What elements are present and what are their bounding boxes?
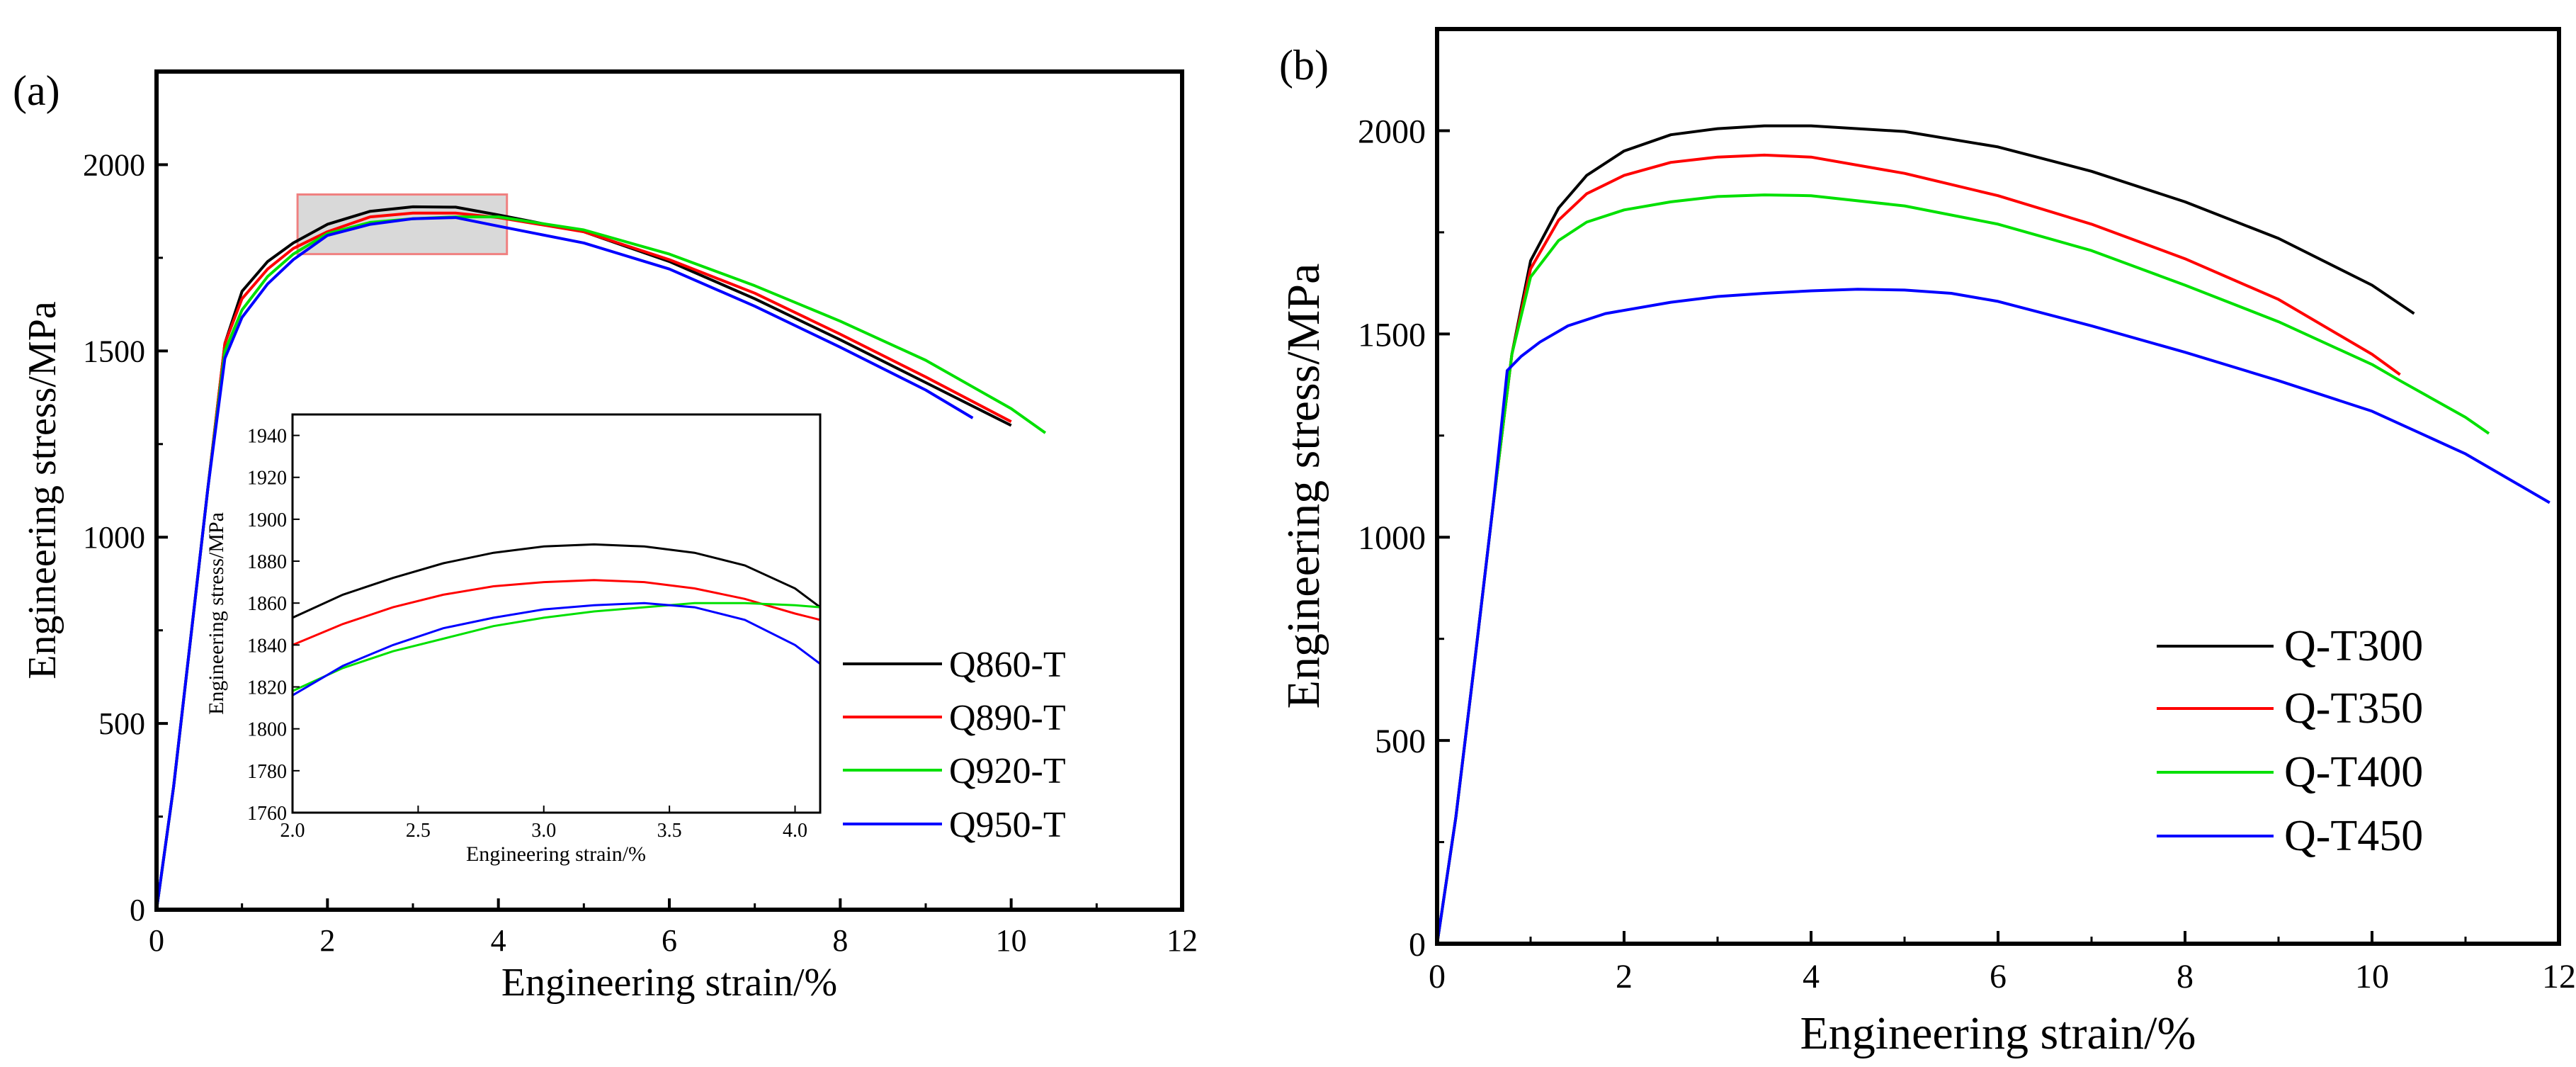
panel-b-x-tick-label: 4 — [1803, 958, 1820, 995]
inset-x-tick-label: 3.0 — [531, 820, 556, 842]
panel-b-series-line-q-t450 — [1436, 288, 2551, 944]
legend-a-label-q950: Q950-T — [949, 805, 1066, 845]
panel-a-x-tick-label: 8 — [832, 923, 848, 958]
panel-a-x-tick-label: 10 — [996, 923, 1027, 958]
inset-y-tick-label: 1780 — [247, 761, 287, 783]
inset-series-line-q950-t — [292, 602, 821, 696]
panel-b-legend: Q-T300 Q-T350 Q-T400 Q-T450 — [2157, 622, 2423, 860]
panel-a-x-tick-label: 6 — [662, 923, 677, 958]
inset-y-tick-label: 1940 — [247, 426, 287, 448]
inset-y-tick-label: 1840 — [247, 635, 287, 657]
panel-a: (a) 0 2 4 6 8 10 12 0 500 1000 1500 2000 Engineerin… — [13, 67, 1198, 1005]
inset-background — [293, 414, 820, 813]
panel-a-y-tick-label: 0 — [130, 893, 145, 927]
panel-a-y-tick-label: 2000 — [83, 147, 145, 182]
inset-series-line-q920-t — [292, 602, 821, 692]
panel-a-legend: Q860-T Q890-T Q920-T Q950-T — [843, 645, 1066, 845]
panel-b-y-axis-label: Engineering stress/MPa — [1278, 264, 1329, 709]
legend-a-label-q890: Q890-T — [949, 698, 1066, 738]
inset-y-tick-label: 1880 — [247, 551, 287, 573]
inset-y-tick-label: 1820 — [247, 677, 287, 699]
inset-y-axis-label: Engineering stress/MPa — [205, 512, 228, 715]
legend-b-label-qt400: Q-T400 — [2284, 748, 2423, 796]
panel-b-series-line-q-t350 — [1436, 153, 2401, 944]
panel-a-x-tick-label: 2 — [319, 923, 335, 958]
panel-b-label: (b) — [1279, 42, 1329, 89]
panel-a-x-tick-label: 4 — [491, 923, 506, 958]
inset-x-tick-label: 2.5 — [406, 820, 431, 842]
panel-b-series-line-q-t300 — [1436, 124, 2415, 944]
inset-frame — [291, 413, 822, 814]
panel-b-x-tick-label: 2 — [1616, 958, 1633, 995]
legend-b-label-qt450: Q-T450 — [2284, 812, 2423, 860]
panel-b-x-axis-label: Engineering strain/% — [1800, 1007, 2196, 1059]
panel-b-y-tick-label: 2000 — [1358, 113, 1426, 150]
panel-b-series-line-q-t400 — [1436, 193, 2490, 944]
panel-b-plot-frame — [1435, 27, 2561, 946]
panel-b-x-tick-label: 0 — [1429, 958, 1446, 995]
inset-x-tick-label: 2.0 — [280, 820, 305, 842]
inset-chart: 2.0 2.5 3.0 3.5 4.0 1760 1780 1800 1820 1840 1860 1… — [205, 413, 822, 866]
panel-b-y-tick-label: 500 — [1375, 723, 1426, 760]
inset-x-tick-label: 3.5 — [657, 820, 682, 842]
panel-a-y-tick-label: 1000 — [83, 520, 145, 555]
inset-y-tick-label: 1860 — [247, 593, 287, 615]
panel-a-series-line-q950-t — [155, 216, 974, 910]
panel-a-label: (a) — [13, 67, 60, 114]
inset-y-tick-label: 1760 — [247, 803, 287, 825]
panel-a-y-axis-label: Engineering stress/MPa — [21, 301, 64, 679]
legend-a-label-q920: Q920-T — [949, 751, 1066, 791]
panel-a-y-tick-label: 1500 — [83, 334, 145, 368]
inset-y-tick-label: 1920 — [247, 468, 287, 490]
panel-b: (b) 0 2 4 6 8 10 12 0 500 1000 1500 2000 Engineerin… — [1278, 27, 2576, 1059]
panel-b-y-tick-label: 1000 — [1358, 519, 1426, 557]
zoom-highlight-box — [296, 193, 509, 256]
inset-x-tick-label: 4.0 — [783, 820, 807, 842]
panel-b-y-tick-label: 0 — [1409, 926, 1426, 964]
panel-b-x-tick-label: 6 — [1990, 958, 2007, 995]
panel-b-x-tick-label: 10 — [2355, 958, 2389, 995]
panel-a-x-axis-label: Engineering strain/% — [501, 961, 837, 1005]
panel-b-x-tick-label: 12 — [2542, 958, 2576, 995]
panel-b-y-tick-label: 1500 — [1358, 316, 1426, 354]
panel-b-x-tick-label: 8 — [2177, 958, 2194, 995]
panel-a-x-tick-label: 12 — [1167, 923, 1198, 958]
inset-series-line-q890-t — [292, 579, 821, 646]
inset-series-line-q860-t — [292, 543, 821, 619]
legend-b-label-qt350: Q-T350 — [2284, 684, 2423, 733]
inset-x-axis-label: Engineering strain/% — [466, 842, 646, 866]
legend-b-label-qt300: Q-T300 — [2284, 622, 2423, 670]
legend-a-label-q860: Q860-T — [949, 645, 1066, 685]
panel-a-x-tick-label: 0 — [149, 923, 164, 958]
inset-y-tick-label: 1900 — [247, 509, 287, 531]
inset-y-tick-label: 1800 — [247, 719, 287, 741]
panel-a-y-tick-label: 500 — [98, 706, 145, 741]
